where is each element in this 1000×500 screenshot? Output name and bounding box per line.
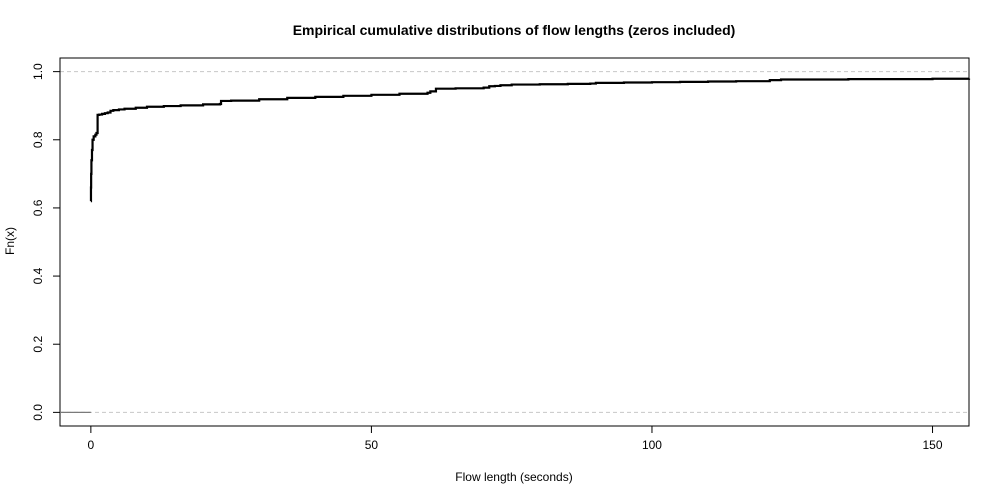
plot-frame [59, 57, 970, 427]
x-tick-label-0: 0 [88, 438, 95, 452]
y-tick-label-3: 0.6 [31, 199, 45, 216]
y-tick-label-5: 1.0 [31, 63, 45, 80]
x-tick-label-3: 150 [923, 438, 943, 452]
y-tick-label-1: 0.2 [31, 336, 45, 353]
plot-layer: 0 50 100 150 0.0 0.2 0.4 0.6 0.8 1.0 [31, 57, 971, 452]
y-tick-label-4: 0.8 [31, 131, 45, 148]
chart-title: Empirical cumulative distributions of fl… [293, 22, 736, 38]
x-axis-label: Flow length (seconds) [455, 470, 572, 484]
y-tick-label-2: 0.4 [31, 267, 45, 284]
x-tick-label-1: 50 [365, 438, 379, 452]
y-axis-label: Fn(x) [3, 227, 17, 255]
ecdf-line-0 [89, 77, 971, 203]
y-tick-label-0: 0.0 [31, 404, 45, 421]
x-tick-label-2: 100 [642, 438, 662, 452]
